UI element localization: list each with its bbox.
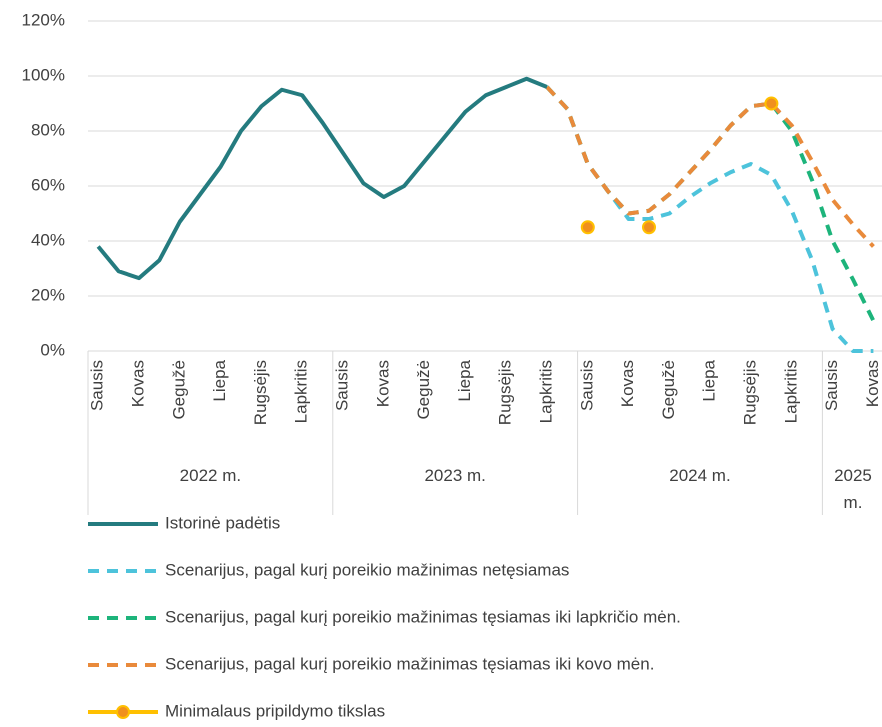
x-tick-label: Liepa <box>210 359 229 401</box>
y-tick-label: 80% <box>31 120 65 139</box>
series-line <box>545 85 875 248</box>
x-tick-label: Sausis <box>577 360 596 411</box>
target-marker <box>764 96 779 111</box>
legend-marker <box>116 705 130 719</box>
target-marker <box>580 220 595 235</box>
x-tick-label: Sausis <box>332 360 351 411</box>
legend-label: Minimalaus pripildymo tikslas <box>165 701 385 720</box>
series-line <box>545 85 874 353</box>
legend-label: Scenarijus, pagal kurį poreikio mažinima… <box>165 607 681 626</box>
group-label: 2024 m. <box>669 466 731 485</box>
x-tick-label: Lapkritis <box>292 360 311 423</box>
series-line <box>96 76 548 281</box>
x-tick-label: Lapkritis <box>781 360 800 423</box>
x-tick-label: Rugsėjis <box>740 360 759 425</box>
x-tick-label: Kovas <box>863 360 882 407</box>
x-tick-label: Gegužė <box>169 360 188 420</box>
x-tick-label: Kovas <box>373 360 392 407</box>
x-tick-label: Lapkritis <box>536 360 555 423</box>
group-label: 2022 m. <box>179 466 242 485</box>
y-tick-label: 60% <box>31 175 65 194</box>
y-tick-label: 120% <box>22 10 65 29</box>
x-tick-label: Sausis <box>822 360 841 411</box>
group-label: 2023 m. <box>424 466 486 485</box>
x-tick-label: Rugsėjis <box>496 360 515 425</box>
y-tick-label: 40% <box>31 230 65 249</box>
y-tick-label: 20% <box>31 285 65 304</box>
legend-label: Istorinė padėtis <box>165 513 280 532</box>
x-tick-label: Gegužė <box>414 360 433 420</box>
x-tick-label: Liepa <box>455 359 474 401</box>
group-label: 2025 m. <box>834 466 872 512</box>
x-tick-label: Kovas <box>618 360 637 407</box>
y-tick-label: 100% <box>22 65 65 84</box>
x-tick-label: Sausis <box>88 360 107 411</box>
series-line <box>545 85 876 322</box>
legend-label: Scenarijus, pagal kurį poreikio mažinima… <box>165 560 569 579</box>
x-tick-label: Gegužė <box>659 360 678 420</box>
target-marker <box>642 220 656 235</box>
x-tick-label: Liepa <box>700 359 719 401</box>
legend-label: Scenarijus, pagal kurį poreikio mažinima… <box>165 654 654 673</box>
y-tick-label: 0% <box>40 340 65 359</box>
x-tick-label: Rugsėjis <box>251 360 270 425</box>
x-tick-label: Kovas <box>128 360 147 407</box>
